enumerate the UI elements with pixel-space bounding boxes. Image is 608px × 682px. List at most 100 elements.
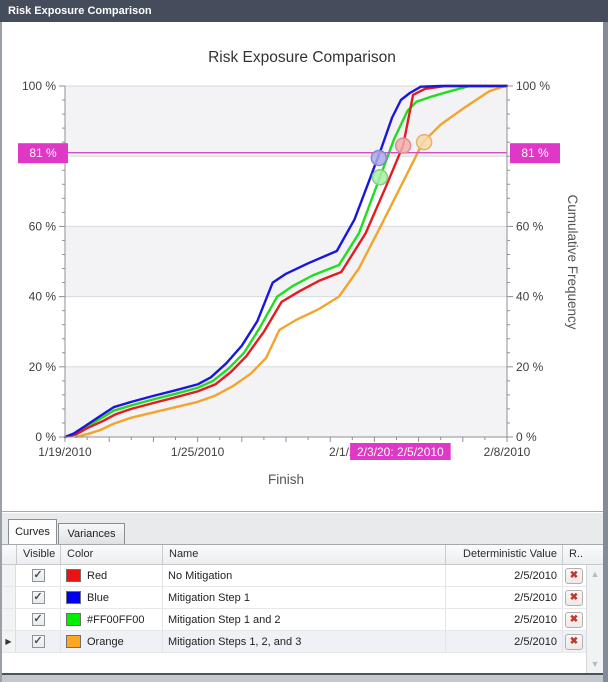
check-icon: ✓ bbox=[33, 591, 43, 603]
y-axis-title: Cumulative Frequency bbox=[565, 194, 580, 329]
visible-cell: ✓ bbox=[16, 609, 60, 630]
color-swatch bbox=[66, 635, 81, 648]
color-swatch bbox=[66, 591, 81, 604]
cumulative-frequency-chart[interactable]: Risk Exposure Comparison 0 % 0 % 20 % 20 % 40… bbox=[2, 22, 603, 512]
column-header-visible[interactable]: Visible bbox=[16, 545, 60, 564]
tabstrip: Curves Variances bbox=[2, 513, 603, 544]
delete-curve-button[interactable]: ✖ bbox=[565, 589, 583, 606]
window-title: Risk Exposure Comparison bbox=[8, 5, 152, 17]
color-cell[interactable]: #FF00FF00 bbox=[60, 609, 162, 630]
visible-cell: ✓ bbox=[16, 631, 60, 652]
row-selector-gutter[interactable]: ▶ bbox=[2, 631, 16, 652]
scroll-down-icon[interactable]: ▼ bbox=[590, 659, 600, 669]
x-tick-label: 1/25/2010 bbox=[171, 445, 225, 459]
color-cell[interactable]: Orange bbox=[60, 631, 162, 652]
curves-grid: Visible Color Name Deterministic Value R… bbox=[2, 544, 603, 673]
visible-cell: ✓ bbox=[16, 565, 60, 586]
row-selector-icon: ▶ bbox=[5, 637, 12, 646]
y-tick-label-right: 20 % bbox=[516, 360, 544, 374]
crosshair-x-label-box bbox=[350, 443, 451, 460]
check-icon: ✓ bbox=[33, 569, 43, 581]
crosshair-y-label-box-right bbox=[510, 143, 560, 164]
color-swatch bbox=[66, 613, 81, 626]
y-tick-label-left: 60 % bbox=[29, 219, 57, 233]
deterministic-value: 2/5/2010 bbox=[514, 591, 557, 604]
remove-cell: ✖ bbox=[562, 565, 583, 586]
deterministic-value-cell[interactable]: 2/5/2010 bbox=[445, 587, 562, 608]
deterministic-value-cell[interactable]: 2/5/2010 bbox=[445, 609, 562, 630]
crosshair-y-label-left: 81 % bbox=[29, 146, 57, 160]
delete-icon: ✖ bbox=[569, 635, 579, 647]
x-axis-title: Finish bbox=[268, 472, 304, 487]
y-tick-label-left: 40 % bbox=[29, 290, 57, 304]
scroll-up-icon[interactable]: ▲ bbox=[590, 569, 600, 579]
header-gutter bbox=[2, 545, 16, 564]
row-selector-gutter[interactable] bbox=[2, 587, 16, 608]
curve-mitigation-steps-1-2-and-3[interactable] bbox=[74, 84, 509, 439]
deterministic-value: 2/5/2010 bbox=[514, 569, 557, 582]
delete-curve-button[interactable]: ✖ bbox=[565, 633, 583, 650]
name-cell[interactable]: Mitigation Step 1 and 2 bbox=[162, 609, 445, 630]
visible-checkbox[interactable]: ✓ bbox=[31, 613, 45, 626]
curve-mitigation-step-1[interactable] bbox=[63, 84, 509, 439]
tab-curves[interactable]: Curves bbox=[8, 519, 57, 544]
color-swatch bbox=[66, 569, 81, 582]
visible-checkbox[interactable]: ✓ bbox=[31, 591, 45, 604]
curve-marker[interactable] bbox=[394, 137, 412, 154]
color-cell[interactable]: Red bbox=[60, 565, 162, 586]
y-tick-label-left: 0 % bbox=[35, 430, 56, 444]
deterministic-value-cell[interactable]: 2/5/2010 bbox=[445, 631, 562, 652]
y-tick-label-right: 40 % bbox=[516, 290, 544, 304]
color-label: #FF00FF00 bbox=[87, 613, 145, 626]
chart-title: Risk Exposure Comparison bbox=[208, 49, 396, 66]
plot-band bbox=[65, 226, 507, 297]
column-header-deterministic-value[interactable]: Deterministic Value bbox=[445, 545, 562, 564]
delete-curve-button[interactable]: ✖ bbox=[565, 611, 583, 628]
table-row[interactable]: ✓ #FF00FF00 Mitigation Step 1 and 2 2/5/201… bbox=[2, 609, 603, 631]
column-header-remove[interactable]: R... bbox=[562, 545, 583, 564]
table-row[interactable]: ✓ Red No Mitigation 2/5/2010 ✖ bbox=[2, 565, 603, 587]
deterministic-value: 2/5/2010 bbox=[514, 635, 557, 648]
delete-icon: ✖ bbox=[569, 569, 579, 581]
column-header-color[interactable]: Color bbox=[60, 545, 162, 564]
deterministic-value-cell[interactable]: 2/5/2010 bbox=[445, 565, 562, 586]
window-titlebar[interactable]: Risk Exposure Comparison bbox=[0, 0, 608, 22]
crosshair-y-label-box-left bbox=[18, 143, 68, 164]
curve-name: Mitigation Step 1 and 2 bbox=[168, 613, 281, 626]
curve-marker[interactable] bbox=[370, 149, 388, 167]
visible-checkbox[interactable]: ✓ bbox=[31, 635, 45, 648]
curve-mitigation-step-1-and-2[interactable] bbox=[63, 84, 509, 439]
crosshair-x-label: 2/3/20: 2/5/2010 bbox=[357, 445, 444, 459]
curve-name: Mitigation Step 1 bbox=[168, 591, 250, 604]
delete-curve-button[interactable]: ✖ bbox=[565, 567, 583, 584]
tab-variances[interactable]: Variances bbox=[58, 523, 125, 544]
grid-body: ✓ Red No Mitigation 2/5/2010 ✖ ✓ Blue Mitigatio… bbox=[2, 565, 603, 653]
name-cell[interactable]: Mitigation Step 1 bbox=[162, 587, 445, 608]
x-tick-label: 1/19/2010 bbox=[38, 445, 92, 459]
window-body: Risk Exposure Comparison 0 % 0 % 20 % 20 % 40… bbox=[0, 22, 608, 682]
curve-marker[interactable] bbox=[371, 169, 389, 186]
name-cell[interactable]: Mitigation Steps 1, 2, and 3 bbox=[162, 631, 445, 652]
grid-vertical-scrollbar[interactable]: ▲ ▼ bbox=[586, 565, 603, 673]
row-selector-gutter[interactable] bbox=[2, 609, 16, 630]
visible-checkbox[interactable]: ✓ bbox=[31, 569, 45, 582]
curve-no-mitigation[interactable] bbox=[63, 84, 509, 439]
crosshair-y-label-right: 81 % bbox=[521, 146, 549, 160]
column-header-name[interactable]: Name bbox=[162, 545, 445, 564]
curve-marker[interactable] bbox=[415, 133, 433, 151]
curve-name: Mitigation Steps 1, 2, and 3 bbox=[168, 635, 302, 648]
color-label: Orange bbox=[87, 635, 124, 648]
y-tick-label-right: 100 % bbox=[516, 79, 550, 93]
curve-name: No Mitigation bbox=[168, 569, 233, 582]
table-row[interactable]: ✓ Blue Mitigation Step 1 2/5/2010 ✖ bbox=[2, 587, 603, 609]
table-row[interactable]: ▶ ✓ Orange Mitigation Steps 1, 2, and 3 2/5/… bbox=[2, 631, 603, 653]
check-icon: ✓ bbox=[33, 613, 43, 625]
visible-cell: ✓ bbox=[16, 587, 60, 608]
x-tick-label: 2/8/2010 bbox=[484, 445, 531, 459]
remove-cell: ✖ bbox=[562, 631, 583, 652]
row-selector-gutter[interactable] bbox=[2, 565, 16, 586]
name-cell[interactable]: No Mitigation bbox=[162, 565, 445, 586]
color-cell[interactable]: Blue bbox=[60, 587, 162, 608]
y-tick-label-left: 20 % bbox=[29, 360, 57, 374]
